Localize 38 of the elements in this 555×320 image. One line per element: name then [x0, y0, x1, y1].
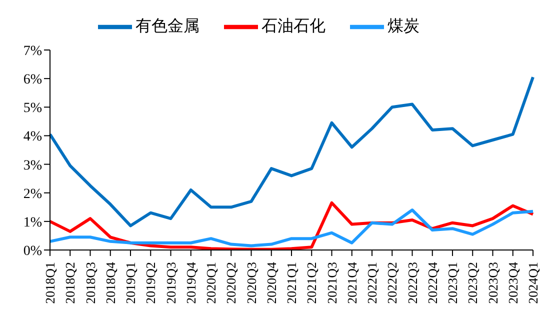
x-tick-label: 2018Q2 [62, 262, 78, 304]
y-tick-label: 7% [23, 44, 42, 59]
y-tick-label: 0% [23, 244, 42, 259]
y-tick-label: 3% [23, 158, 42, 174]
x-tick-label: 2018Q3 [82, 262, 98, 304]
y-tick-label: 5% [23, 101, 42, 116]
x-tick-label: 2024Q1 [526, 262, 540, 304]
x-tick-label: 2021Q1 [284, 262, 299, 304]
legend-label: 石油石化 [262, 16, 326, 36]
x-tick-label: 2022Q3 [404, 262, 420, 304]
x-tick-label: 2023Q4 [505, 262, 520, 304]
line-series [48, 76, 534, 228]
x-tick-label: 2019Q3 [163, 262, 178, 304]
y-tick-label: 1% [23, 215, 42, 230]
legend-label: 有色金属 [136, 16, 200, 36]
x-tick-label: 2022Q4 [424, 262, 440, 304]
y-tick-label: 6% [23, 72, 42, 88]
x-tick-label: 2019Q2 [143, 262, 158, 304]
x-tick-label: 2022Q2 [384, 262, 400, 304]
x-tick-label: 2023Q1 [445, 262, 460, 304]
x-tick-label: 2019Q4 [183, 262, 198, 304]
x-tick-label: 2018Q4 [102, 262, 118, 304]
x-tick-label: 2019Q1 [123, 262, 138, 304]
x-tick-label: 2023Q2 [465, 262, 480, 304]
legend-label: 煤炭 [388, 16, 420, 36]
y-tick-label: 4% [23, 130, 42, 145]
x-tick-label: 2020Q3 [244, 262, 259, 304]
x-tick-label: 2021Q2 [304, 262, 320, 304]
x-tick-label: 2018Q1 [42, 262, 58, 304]
x-tick-label: 2021Q3 [324, 262, 340, 304]
y-tick-label: 2% [23, 186, 42, 202]
x-tick-label: 2020Q1 [204, 262, 218, 304]
x-tick-label: 2021Q4 [344, 262, 360, 304]
x-tick-label: 2020Q2 [224, 262, 239, 304]
x-tick-label: 2022Q1 [364, 262, 380, 304]
x-tick-label: 2023Q3 [485, 262, 500, 304]
x-tick-label: 2020Q4 [264, 262, 279, 304]
line-series [48, 208, 534, 248]
